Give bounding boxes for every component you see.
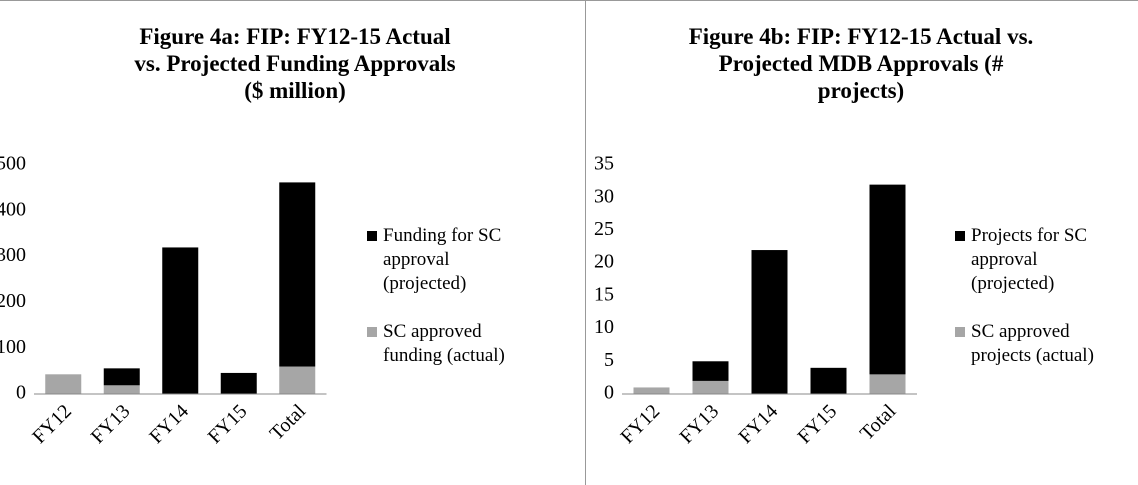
chart-panel: Figure 4b: FIP: FY12-15 Actual vs. Proje… bbox=[586, 0, 1138, 485]
y-tick-label: 300 bbox=[0, 244, 26, 266]
x-tick-label: FY12 bbox=[28, 400, 76, 448]
x-tick-label: FY15 bbox=[793, 400, 841, 448]
legend-swatch bbox=[955, 231, 965, 241]
y-tick-label: 35 bbox=[594, 153, 614, 175]
x-tick-label: Total bbox=[266, 400, 311, 445]
bar bbox=[869, 374, 906, 394]
legend-label: SC approved funding (actual) bbox=[383, 321, 505, 366]
chart-title: Figure 4a: FIP: FY12-15 Actual vs. Proje… bbox=[134, 24, 456, 103]
x-tick-label: FY15 bbox=[204, 400, 252, 448]
legend-swatch bbox=[955, 327, 965, 337]
y-tick-label: 25 bbox=[594, 218, 614, 240]
bar bbox=[869, 184, 906, 375]
bar bbox=[45, 374, 82, 394]
bar bbox=[810, 367, 847, 394]
chart: 0 100 200 300 400 500 FY12 FY13 FY14 FY15 Total bbox=[0, 153, 327, 448]
y-tick-label: 100 bbox=[0, 336, 26, 358]
bar bbox=[220, 372, 257, 394]
y-tick-label: 20 bbox=[594, 251, 614, 273]
y-tick-label: 10 bbox=[594, 316, 614, 338]
bar bbox=[279, 182, 316, 367]
y-tick-label: 200 bbox=[0, 290, 26, 312]
y-tick-label: 30 bbox=[594, 185, 614, 207]
chart: 0 5 10 15 20 25 30 35 FY12 FY13 FY14 FY15 Total bbox=[594, 153, 917, 448]
x-tick-label: FY14 bbox=[145, 400, 193, 448]
x-tick-label: Total bbox=[856, 400, 901, 445]
bar bbox=[103, 385, 140, 394]
legend-label: Projects for SC approval (projected) bbox=[971, 225, 1088, 294]
x-tick-label: FY14 bbox=[734, 400, 782, 448]
legend-item: SC approved funding (actual) bbox=[367, 320, 532, 368]
bar bbox=[692, 361, 729, 381]
chart-panel: Figure 4a: FIP: FY12-15 Actual vs. Proje… bbox=[0, 0, 586, 485]
legend-swatch bbox=[367, 327, 377, 337]
legend-item: SC approved projects (actual) bbox=[955, 320, 1120, 368]
bar bbox=[279, 366, 316, 394]
bar bbox=[633, 387, 670, 394]
legend-item: Funding for SC approval (projected) bbox=[367, 224, 532, 296]
y-tick-label: 0 bbox=[16, 382, 26, 404]
y-tick-label: 500 bbox=[0, 153, 26, 175]
chart-title: Figure 4b: FIP: FY12-15 Actual vs. Proje… bbox=[688, 24, 1034, 103]
x-tick-label: FY13 bbox=[675, 400, 723, 448]
x-tick-label: FY12 bbox=[616, 400, 664, 448]
legend-swatch bbox=[367, 231, 377, 241]
y-tick-label: 5 bbox=[604, 349, 614, 371]
bar bbox=[103, 368, 140, 386]
bar bbox=[692, 380, 729, 394]
y-tick-label: 400 bbox=[0, 198, 26, 220]
legend-label: SC approved projects (actual) bbox=[971, 321, 1094, 366]
y-tick-label: 0 bbox=[604, 382, 614, 404]
bar bbox=[162, 247, 199, 394]
x-tick-label: FY13 bbox=[87, 400, 135, 448]
legend-label: Funding for SC approval (projected) bbox=[383, 225, 502, 294]
y-tick-label: 15 bbox=[594, 283, 614, 305]
legend-item: Projects for SC approval (projected) bbox=[955, 224, 1120, 296]
bar bbox=[751, 250, 788, 394]
